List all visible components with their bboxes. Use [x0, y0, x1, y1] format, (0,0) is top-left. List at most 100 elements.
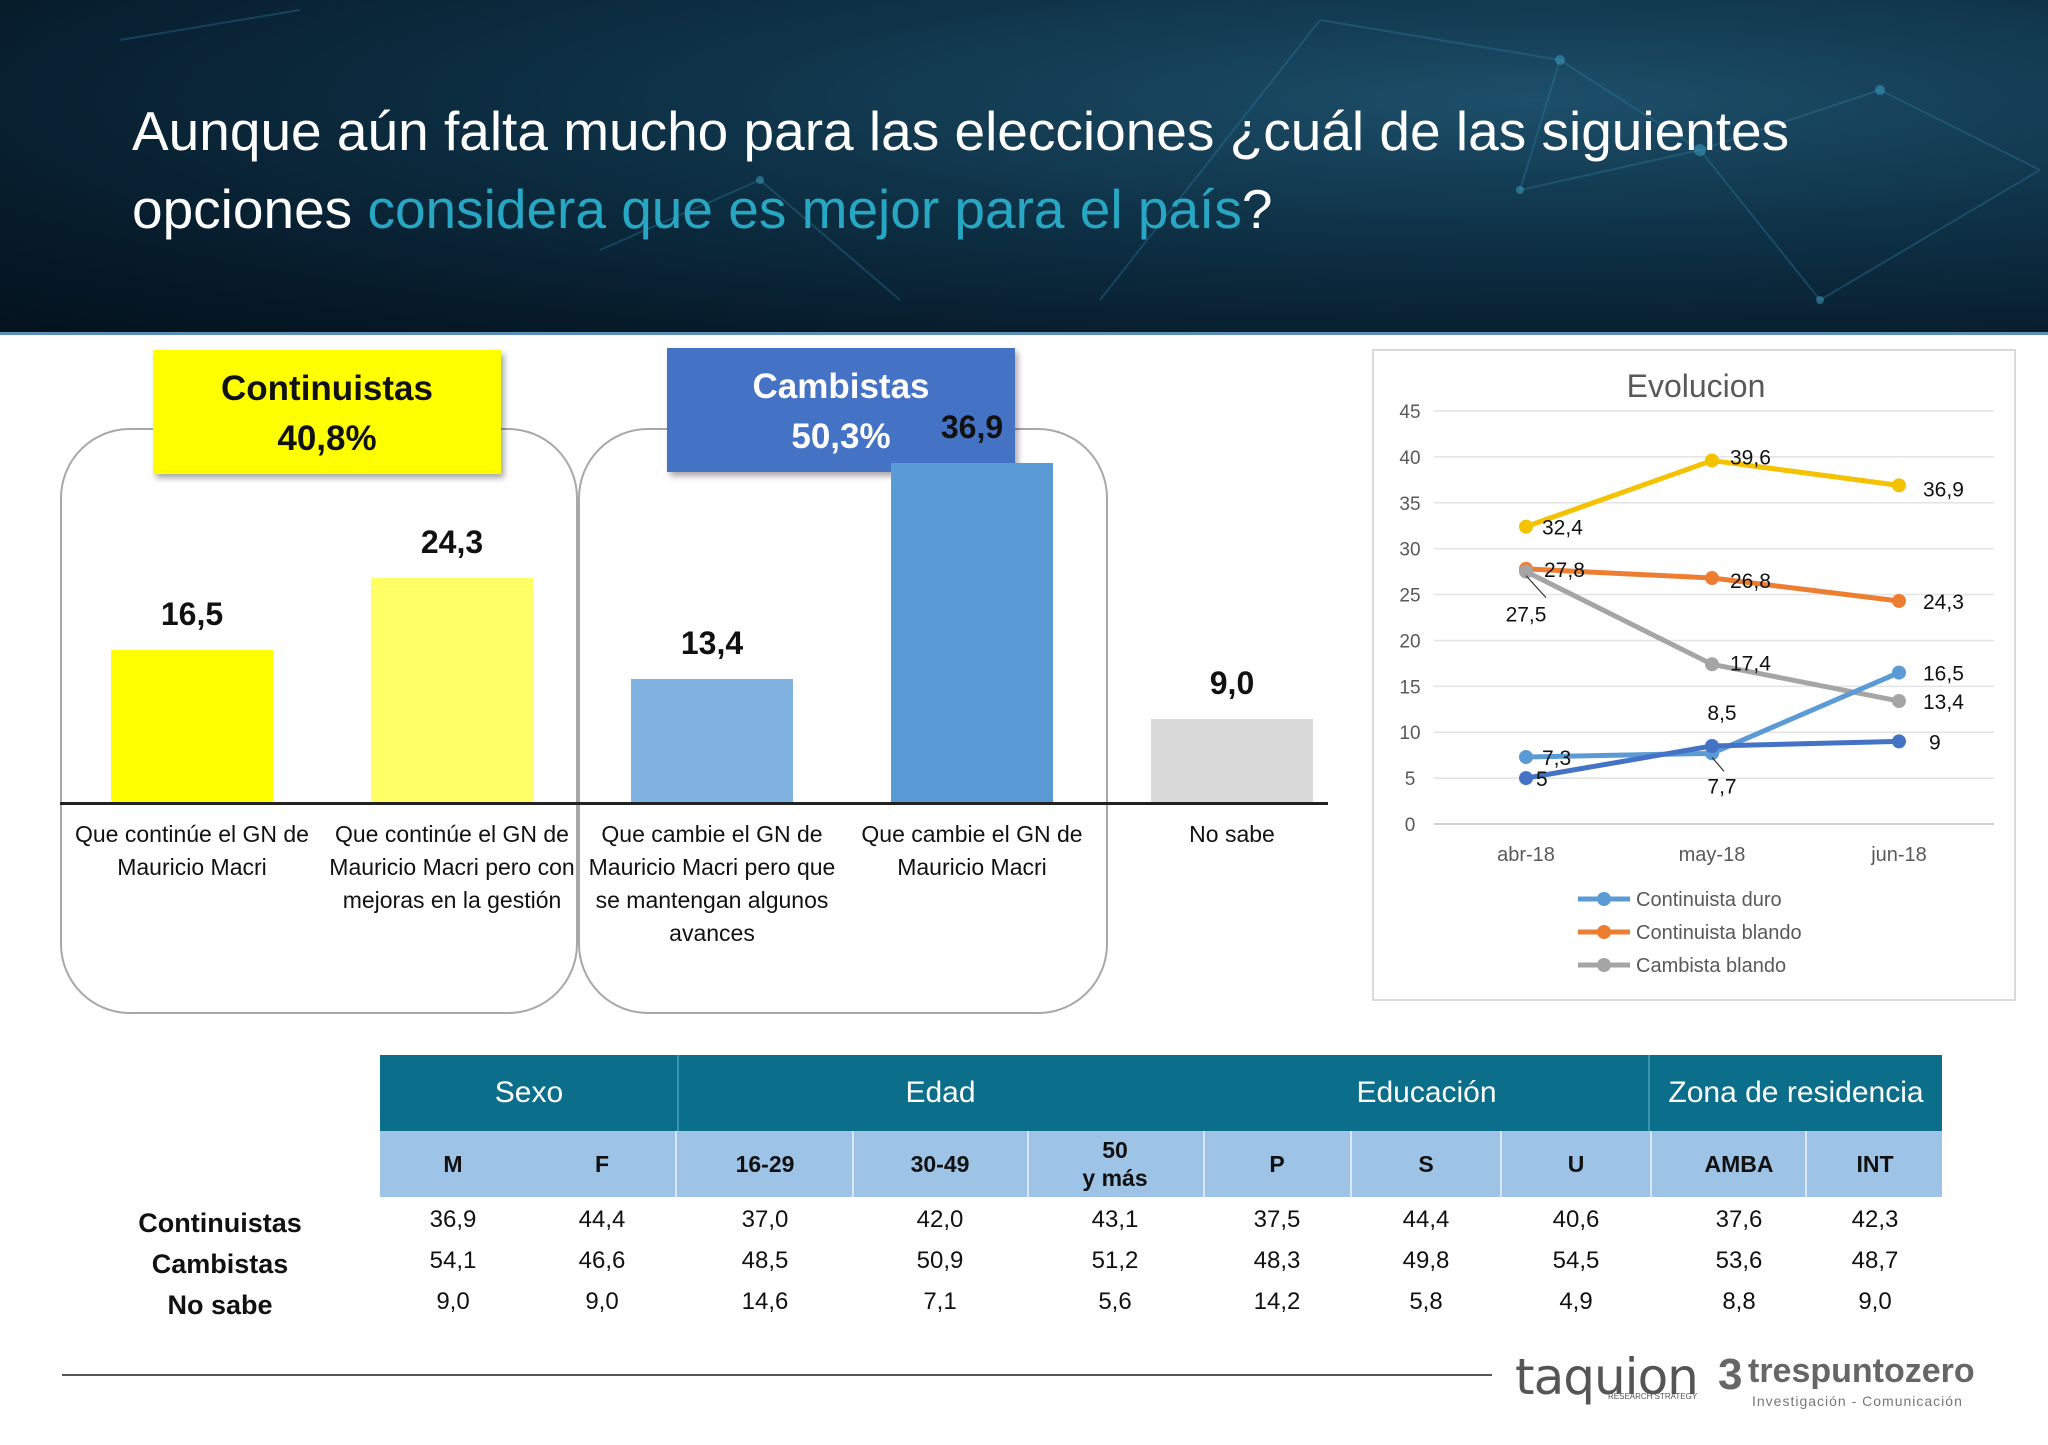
- table-cell: 9,0: [585, 1288, 619, 1315]
- legend-entry: Cambista blando: [1636, 955, 1786, 977]
- data-label: 27,8: [1544, 559, 1585, 582]
- series-point: [1519, 750, 1533, 765]
- data-label: 32,4: [1542, 517, 1583, 540]
- taquion-logo: taquion: [1515, 1348, 1699, 1406]
- bar-value-label: 9,0: [1209, 665, 1255, 702]
- data-label: 26,8: [1730, 570, 1771, 593]
- series-point: [1705, 738, 1719, 753]
- data-label: 24,3: [1923, 591, 1964, 614]
- column-header: 30-49: [910, 1151, 970, 1177]
- column-separator: [1203, 1131, 1205, 1197]
- continuistas-value: 40,8%: [277, 419, 377, 458]
- legend-entry: Continuista blando: [1636, 922, 1802, 944]
- bar-value-label: 13,4: [680, 624, 744, 661]
- table-cell: 9,0: [436, 1288, 470, 1315]
- column-header: 50 y más: [1082, 1137, 1148, 1191]
- table-cell: 54,5: [1552, 1247, 1600, 1274]
- data-label: 8,5: [1707, 702, 1736, 725]
- table-column-header: M F 16-29 30-49 50 y más P S U AMBA INT: [380, 1131, 1942, 1197]
- y-tick-label: 25: [1399, 586, 1420, 607]
- table-cell: 14,6: [741, 1288, 789, 1315]
- table-cell: 5,8: [1409, 1288, 1443, 1315]
- bar-value-label: 36,9: [940, 408, 1004, 445]
- bar-1: [111, 650, 273, 802]
- column-header: U: [1567, 1151, 1585, 1177]
- legend-marker: [1597, 892, 1611, 906]
- legend-marker: [1597, 958, 1611, 972]
- series-point: [1705, 453, 1719, 468]
- trespuntozero-logo-tagline: Investigación - Comunicación: [1752, 1393, 1963, 1409]
- table-cell: 37,6: [1715, 1206, 1763, 1233]
- continuistas-badge: Continuistas 40,8%: [153, 350, 501, 474]
- legend-marker: [1597, 925, 1611, 939]
- x-tick-label: may-18: [1679, 844, 1746, 866]
- data-label: 5: [1536, 768, 1548, 791]
- data-label: 16,5: [1923, 663, 1964, 686]
- table-cell: 54,1: [429, 1247, 477, 1274]
- column-separator: [1027, 1131, 1029, 1197]
- table-cell: 43,1: [1091, 1206, 1139, 1233]
- y-tick-label: 40: [1399, 448, 1420, 469]
- evolution-line-chart: Evolucion 0 5 10 15 20 25 30 35 40 45 abr-18 may-18 j…: [1399, 368, 1994, 977]
- table-cell: 9,0: [1858, 1288, 1892, 1315]
- group-separator: [677, 1055, 679, 1131]
- series-line: [1523, 569, 1902, 704]
- bar-category-label: No sabe: [1189, 821, 1275, 847]
- table-cell: 48,5: [741, 1247, 789, 1274]
- footer-line: [62, 1374, 1492, 1376]
- y-tick-label: 30: [1399, 540, 1420, 561]
- table-cell: 37,5: [1253, 1206, 1301, 1233]
- data-label: 9: [1929, 731, 1941, 754]
- bar-category-label: Que continúe el GN de Mauricio Macri per…: [329, 821, 575, 913]
- series-point: [1892, 478, 1906, 493]
- column-separator: [1650, 1131, 1652, 1197]
- header-divider: [0, 332, 2048, 335]
- table-group-header: Sexo Edad Educación Zona de residencia: [380, 1055, 1942, 1131]
- column-separator: [852, 1131, 854, 1197]
- series-point: [1519, 564, 1533, 579]
- legend-entry: Continuista duro: [1636, 889, 1782, 911]
- cambistas-label: Cambistas: [752, 367, 930, 406]
- column-header: AMBA: [1704, 1151, 1774, 1177]
- table-cell: 48,7: [1851, 1247, 1899, 1274]
- group-separator: [1648, 1055, 1650, 1131]
- table-row-label: No sabe: [167, 1290, 273, 1320]
- table-cell: 37,0: [741, 1206, 789, 1233]
- table-row-label: Continuistas: [138, 1208, 302, 1238]
- trespuntozero-logo-mark: 3: [1718, 1350, 1743, 1399]
- bar-3: [631, 678, 793, 802]
- data-label: 27,5: [1506, 604, 1547, 627]
- series-point: [1705, 571, 1719, 586]
- column-separator: [1805, 1131, 1807, 1197]
- table-cell: 48,3: [1253, 1247, 1301, 1274]
- y-tick-label: 10: [1399, 723, 1420, 744]
- group-header-educacion: Educación: [1356, 1076, 1497, 1109]
- table-cell: 42,0: [916, 1206, 964, 1233]
- header-banner: [0, 0, 2048, 335]
- bar-category-label: Que continúe el GN de Mauricio Macri: [75, 821, 309, 880]
- bar-category-label: Que cambie el GN de Mauricio Macri: [861, 821, 1083, 880]
- table-cell: 50,9: [916, 1247, 964, 1274]
- trespuntozero-logo: trespuntozero: [1748, 1352, 1975, 1390]
- y-tick-label: 35: [1399, 494, 1420, 515]
- table-row-label: Cambistas: [151, 1249, 289, 1279]
- table-cell: 36,9: [429, 1206, 477, 1233]
- series-point: [1892, 694, 1906, 709]
- table-cell: 53,6: [1715, 1247, 1763, 1274]
- x-tick-label: abr-18: [1497, 844, 1555, 866]
- table-cell: 14,2: [1253, 1288, 1301, 1315]
- column-header: M: [443, 1151, 463, 1177]
- table-cell: 7,1: [923, 1288, 957, 1315]
- leader-line: [1525, 575, 1547, 599]
- evolution-chart-panel: Evolucion 0 5 10 15 20 25 30 35 40 45 abr-18 may-18 j…: [1372, 349, 2016, 1001]
- series-point: [1892, 734, 1906, 749]
- column-header: P: [1269, 1151, 1285, 1177]
- continuistas-label: Continuistas: [221, 369, 433, 408]
- table-cell: 40,6: [1552, 1206, 1600, 1233]
- bar-value-label: 16,5: [160, 596, 224, 633]
- bar-4: [891, 462, 1053, 802]
- taquion-logo-tagline: RESEARCH STRATEGY: [1608, 1392, 1698, 1401]
- table-cell: 44,4: [578, 1206, 626, 1233]
- series-point: [1519, 771, 1533, 786]
- column-header: INT: [1856, 1151, 1894, 1177]
